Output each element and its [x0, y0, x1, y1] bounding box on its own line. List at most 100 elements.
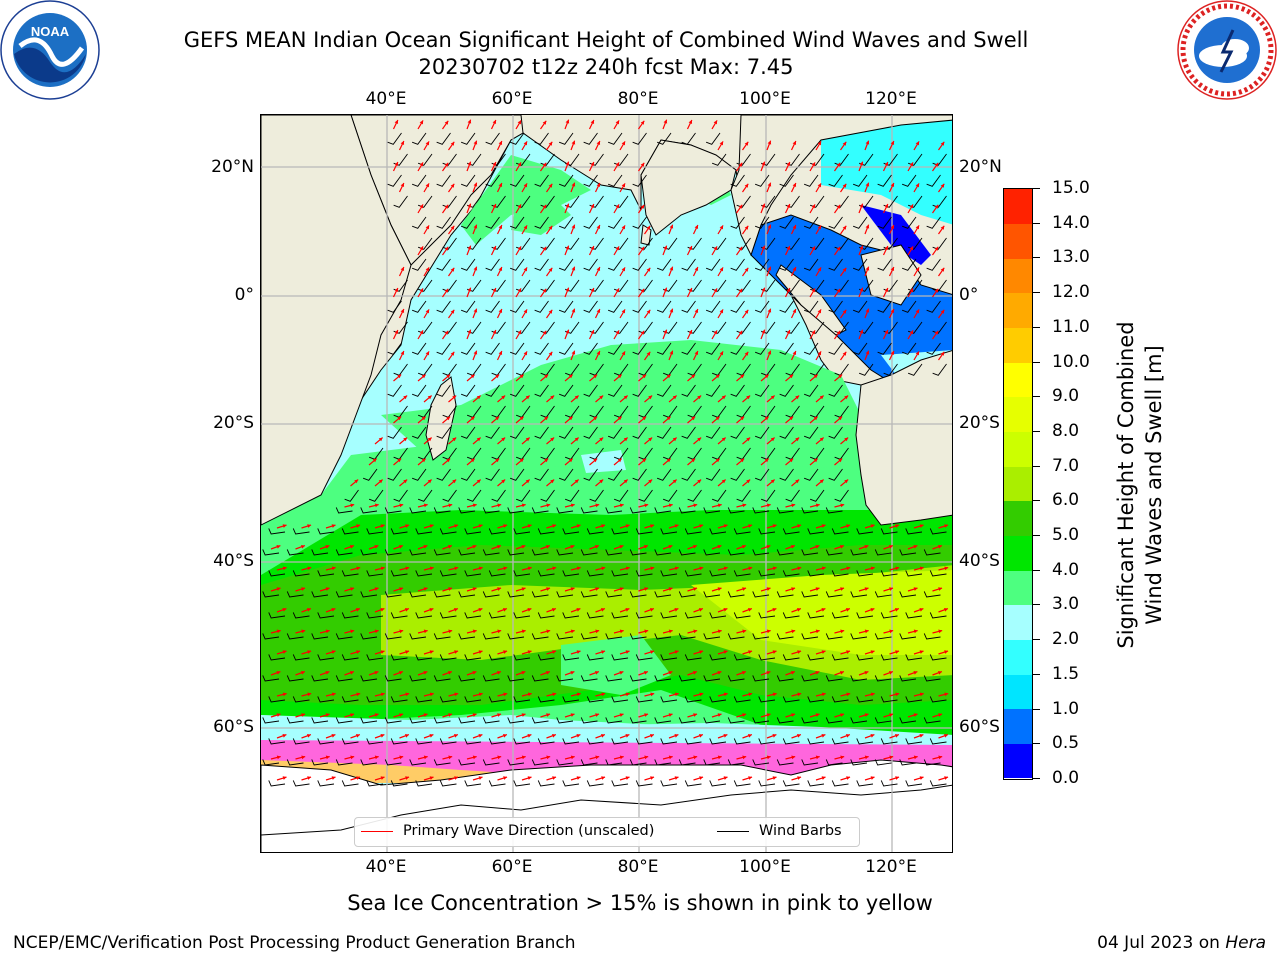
wave-arrow-head: [399, 503, 404, 508]
wave-arrow-head: [517, 120, 522, 125]
wave-arrow-head: [551, 733, 556, 738]
wind-barb: [803, 300, 819, 313]
wind-barb: [684, 696, 702, 703]
wave-arrow-head: [617, 416, 622, 421]
wave-arrow-head: [276, 755, 281, 760]
wind-barb: [531, 591, 549, 598]
wind-barb: [540, 195, 555, 208]
wind-barb: [825, 591, 843, 598]
wave-arrow-head: [325, 629, 330, 634]
wind-barb: [268, 696, 286, 703]
wave-arrow-head: [576, 692, 581, 697]
wind-barb: [415, 654, 433, 661]
wave-arrow-head: [915, 225, 920, 230]
wave-arrow-head: [596, 224, 601, 229]
wind-barb: [727, 717, 745, 724]
wave-arrow-head: [419, 204, 424, 209]
wind-barb: [292, 780, 310, 787]
wind-barb: [880, 528, 898, 535]
wind-barb: [439, 738, 457, 745]
wind-barb: [877, 300, 892, 313]
wind-barb: [360, 759, 378, 766]
wind-barb: [311, 633, 329, 640]
wave-arrow-head: [349, 670, 354, 675]
wind-barb: [482, 549, 500, 556]
colorbar-segment: [1004, 708, 1032, 744]
wave-arrow-head: [473, 182, 478, 187]
wind-barb: [905, 654, 923, 661]
wave-arrow-head: [419, 330, 424, 335]
wind-barb: [929, 528, 947, 535]
wave-arrow-head: [890, 140, 895, 145]
footer-host: Hera: [1225, 933, 1266, 953]
wave-arrow-head: [356, 566, 361, 571]
wind-barb: [681, 468, 696, 481]
wave-arrow-head: [844, 395, 849, 400]
wave-arrow-head: [693, 587, 698, 591]
wind-barb: [905, 738, 923, 745]
wind-barb: [411, 300, 427, 313]
wind-barb: [409, 633, 427, 640]
wind-barb: [417, 279, 433, 292]
wind-barb: [558, 384, 574, 397]
wave-arrow-head: [548, 309, 553, 314]
colorbar-segment: [1004, 223, 1032, 259]
wave-arrow-head: [674, 692, 679, 697]
wind-barb: [390, 738, 408, 745]
wind-barb: [736, 489, 751, 502]
wave-arrow-head: [601, 776, 606, 780]
wind-barb: [825, 507, 843, 514]
colorbar-tick: [1033, 673, 1040, 675]
wind-barb: [482, 675, 500, 682]
wave-arrow-head: [450, 183, 455, 188]
wave-arrow-head: [400, 140, 405, 145]
wind-barb: [317, 528, 335, 535]
wave-arrow-head: [895, 776, 900, 780]
wave-arrow-head: [448, 503, 453, 508]
wave-arrow-head: [495, 374, 500, 379]
wave-arrow-head: [473, 350, 478, 355]
wave-arrow-head: [498, 266, 503, 271]
colorbar-tick: [1033, 222, 1040, 224]
wave-arrow-head: [797, 566, 802, 571]
wind-barb: [436, 342, 451, 355]
wind-barb: [828, 384, 843, 397]
wave-arrow-head: [621, 225, 626, 230]
colorbar-tick-label: 1.0: [1052, 698, 1080, 719]
wave-arrow-head: [791, 713, 796, 717]
wind-barb: [317, 696, 335, 703]
wind-barb: [411, 384, 427, 397]
wind-barb: [758, 696, 776, 703]
wave-arrow-head: [619, 713, 624, 717]
wind-barb: [803, 258, 819, 271]
wave-arrow-head: [934, 162, 939, 167]
wave-arrow-head: [447, 670, 452, 675]
wave-arrow-head: [546, 503, 551, 508]
wave-arrow-head: [447, 544, 452, 549]
wind-barb: [825, 717, 843, 724]
wave-arrow-head: [492, 245, 497, 250]
wind-barb: [409, 675, 427, 682]
wave-arrow-head: [772, 733, 777, 738]
wind-barb: [556, 675, 574, 682]
wave-arrow-head: [840, 713, 845, 717]
wind-barb: [632, 216, 647, 229]
wave-arrow-head: [405, 524, 410, 528]
wind-barb: [807, 738, 825, 745]
wave-arrow-head: [761, 203, 766, 208]
wind-barb: [607, 300, 623, 313]
wave-arrow-head: [276, 713, 281, 717]
wind-barb: [366, 528, 384, 535]
wave-arrow-head: [467, 245, 472, 250]
wind-barb: [807, 612, 825, 619]
wave-arrow-head: [865, 308, 870, 313]
wave-arrow-head: [565, 203, 570, 208]
wind-barb: [439, 654, 457, 661]
wave-arrow-head: [596, 182, 601, 187]
wave-arrow-head: [331, 607, 336, 612]
wave-arrow-head: [429, 650, 434, 654]
wind-barb: [678, 759, 696, 766]
wave-arrow-head: [870, 733, 875, 738]
wave-arrow-head: [453, 607, 458, 612]
colorbar-segment: [1004, 327, 1032, 363]
